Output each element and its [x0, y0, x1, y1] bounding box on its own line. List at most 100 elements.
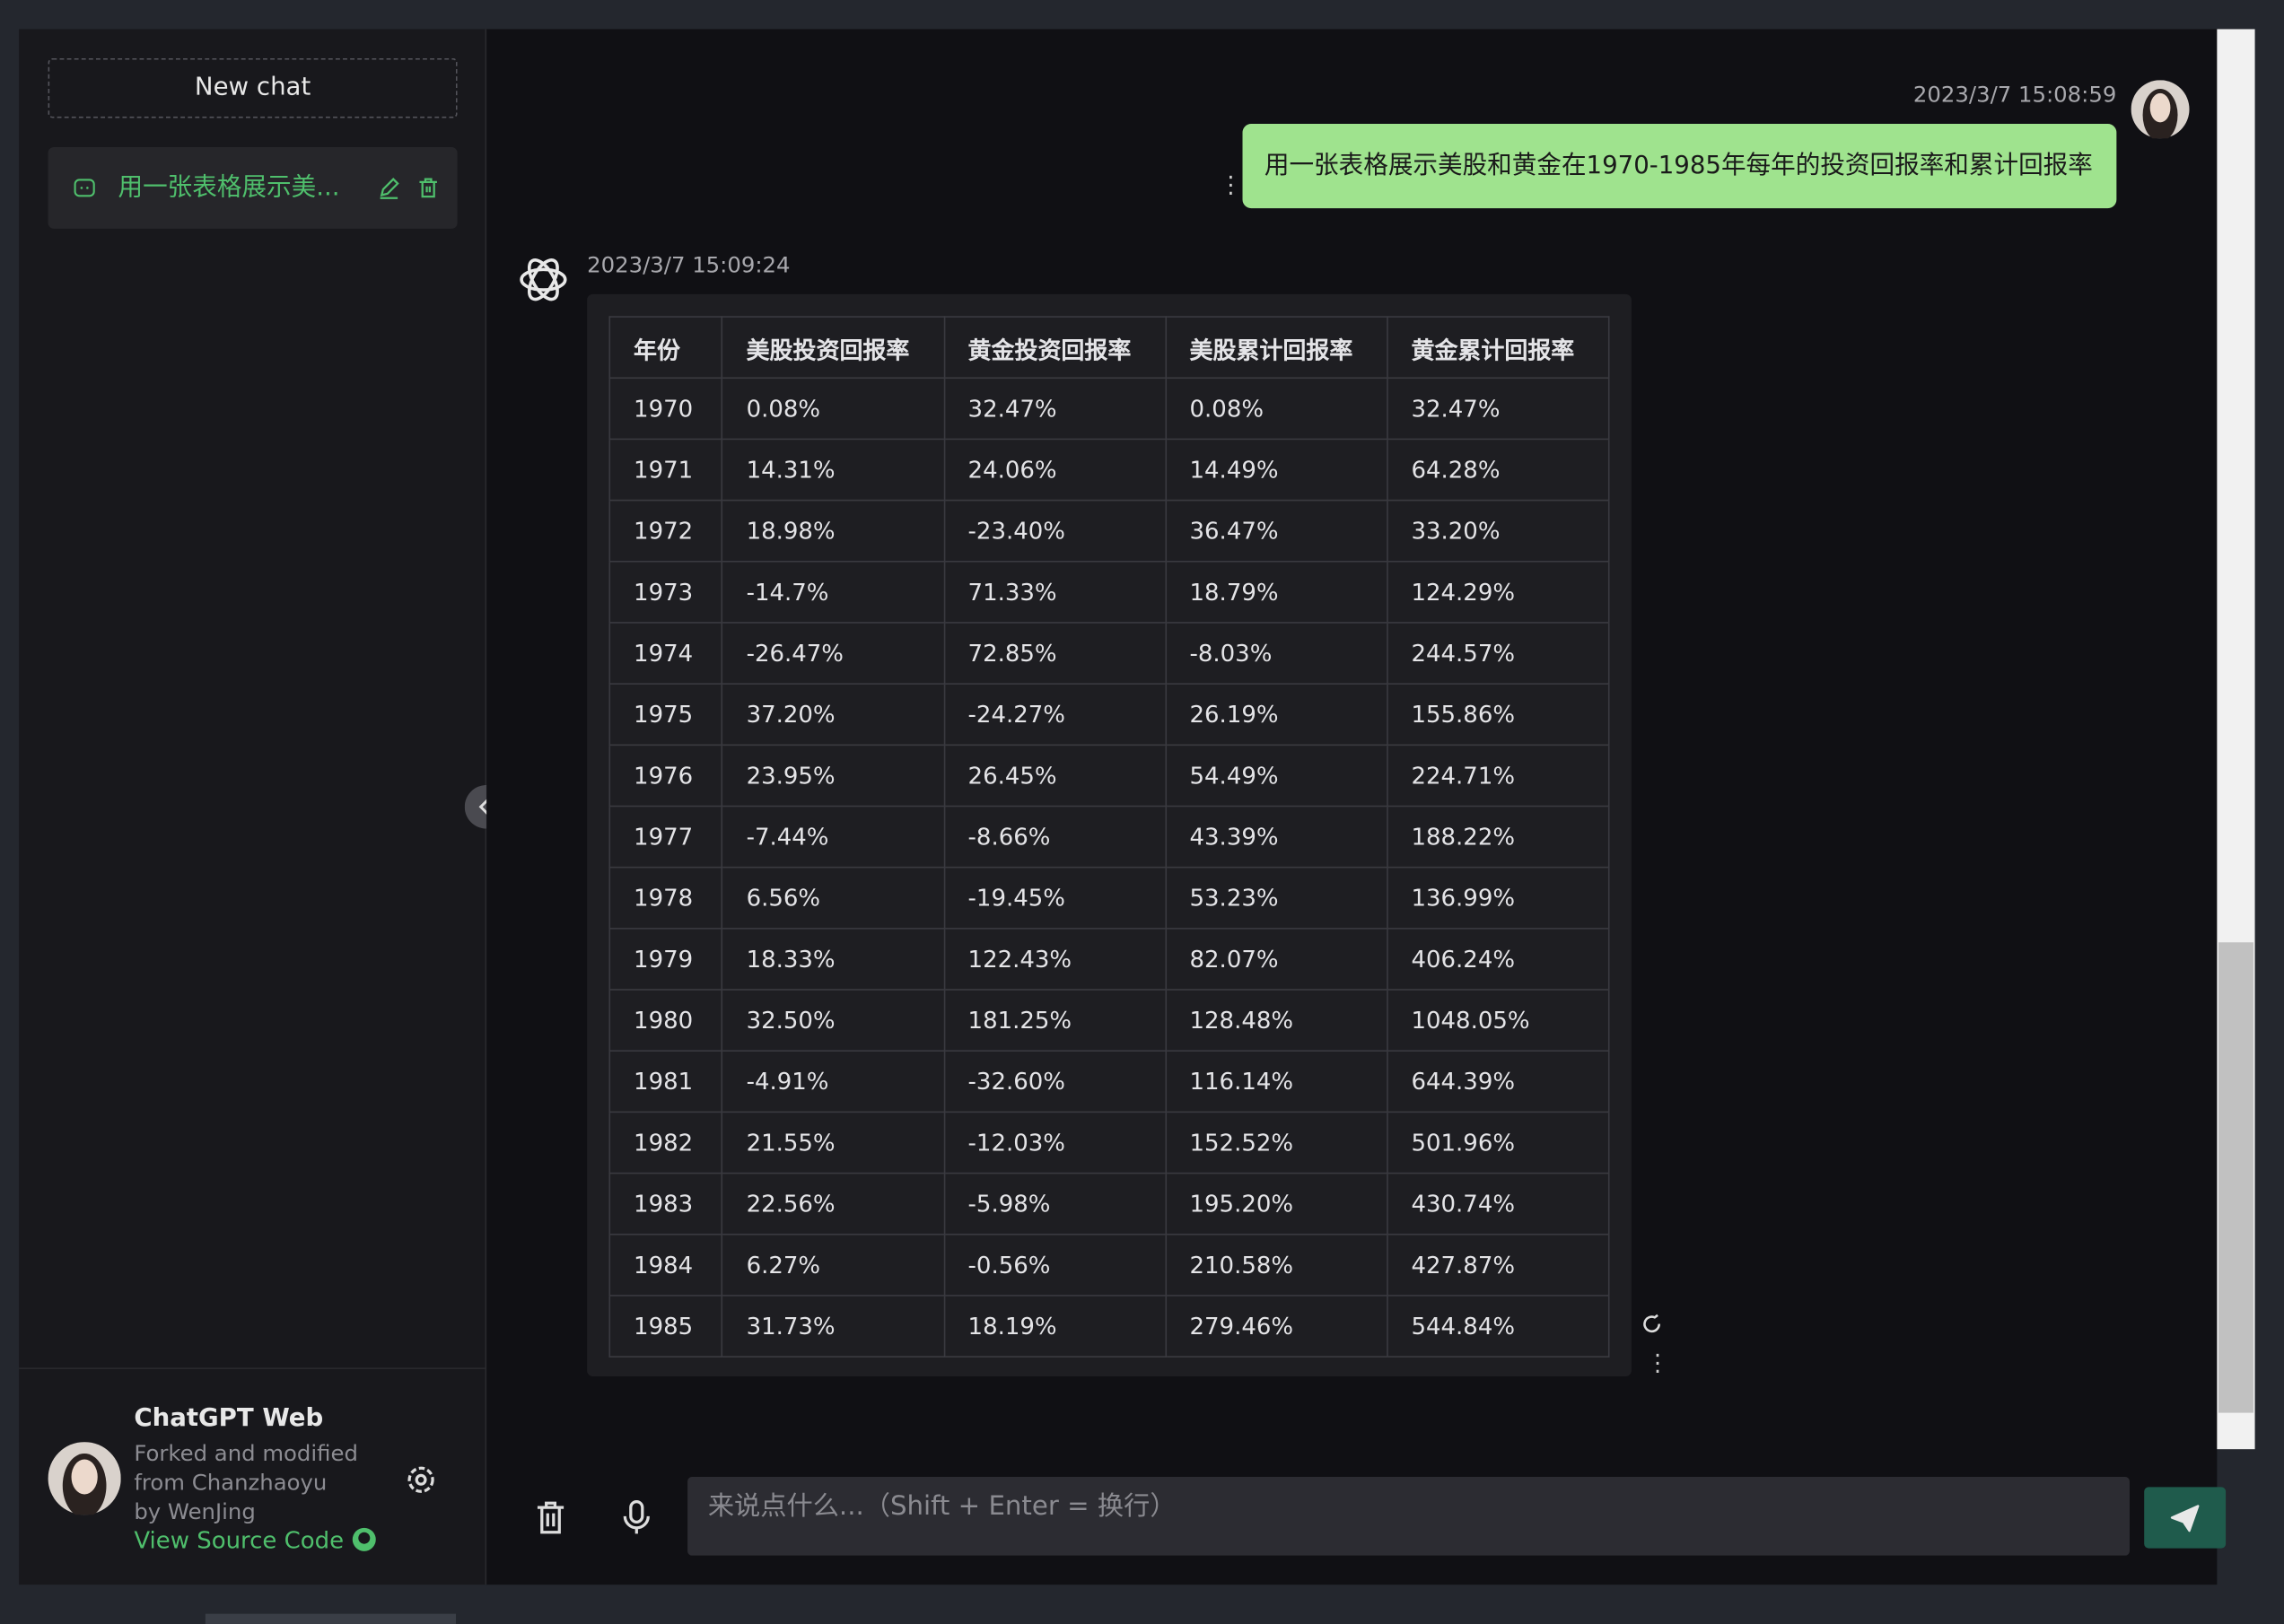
table-cell: 1977	[608, 805, 723, 869]
table-row: 1983 22.56% -5.98% 195.20% 430.74%	[608, 1172, 1610, 1235]
table-cell: -0.56%	[942, 1233, 1167, 1297]
avatar	[48, 1442, 121, 1515]
chat-input[interactable]: 来说点什么...（Shift + Enter = 换行）	[687, 1477, 2130, 1556]
table-cell: 82.07%	[1164, 928, 1388, 991]
table-cell: 152.52%	[1164, 1111, 1388, 1174]
table-cell: 427.87%	[1386, 1233, 1610, 1297]
table-cell: 1978	[608, 866, 723, 930]
description: Forked and modified from Chanzhaoyu by W…	[134, 1439, 358, 1526]
assistant-message: 年份 美股投资回报率 黄金投资回报率 美股累计回报率 黄金累计回报率 1970 0.08% 3…	[587, 293, 1632, 1377]
table-cell: 18.98%	[721, 499, 945, 563]
table-cell: 64.28%	[1386, 438, 1610, 502]
table-cell: 1971	[608, 438, 723, 502]
table-cell: 24.06%	[942, 438, 1167, 502]
table-cell: 54.49%	[1164, 744, 1388, 808]
table-cell: 0.08%	[721, 377, 945, 441]
more-button[interactable]: ⋮	[1646, 1349, 1670, 1377]
user-time: 2023/3/7 15:08:59	[1912, 81, 2117, 109]
table-row: 1985 31.73% 18.19% 279.46% 544.84%	[608, 1295, 1610, 1358]
chat-main: 2023/3/7 15:08:59 用一张表格展示美股和黄金在1970-1985…	[486, 29, 2227, 1585]
table-cell: 1980	[608, 989, 723, 1052]
sidebar-footer: ChatGPT Web Forked and modified from Cha…	[19, 1367, 486, 1585]
table-row: 1973 -14.7% 71.33% 18.79% 124.29%	[608, 560, 1610, 624]
table-cell: 23.95%	[721, 744, 945, 808]
header-row: 年份 美股投资回报率 黄金投资回报率 美股累计回报率 黄金累计回报率	[608, 316, 1610, 380]
table-cell: 279.46%	[1164, 1295, 1388, 1358]
clear-icon[interactable]	[535, 1500, 567, 1535]
header-cell: 黄金投资回报率	[942, 316, 1167, 380]
table-cell: 644.39%	[1386, 1050, 1610, 1113]
table-row: 1977 -7.44% -8.66% 43.39% 188.22%	[608, 805, 1610, 869]
table-cell: 224.71%	[1386, 744, 1610, 808]
table-cell: 72.85%	[942, 622, 1167, 685]
table-cell: -24.27%	[942, 683, 1167, 747]
scroll-thumb[interactable]	[2218, 942, 2253, 1413]
table-cell: 544.84%	[1386, 1295, 1610, 1358]
table-cell: 244.57%	[1386, 622, 1610, 685]
table-cell: -4.91%	[721, 1050, 945, 1113]
table-cell: 14.49%	[1164, 438, 1388, 502]
table-cell: -8.03%	[1164, 622, 1388, 685]
table-cell: 31.73%	[721, 1295, 945, 1358]
table-cell: 116.14%	[1164, 1050, 1388, 1113]
conversation-item[interactable]: 用一张表格展示美...	[48, 146, 458, 229]
send-icon	[2170, 1505, 2200, 1532]
table-cell: 0.08%	[1164, 377, 1388, 441]
table-cell: 37.20%	[721, 683, 945, 747]
table-cell: 1984	[608, 1233, 723, 1297]
table-cell: 1972	[608, 499, 723, 563]
delete-icon[interactable]	[416, 176, 440, 199]
table-cell: 1970	[608, 377, 723, 441]
table-cell: -26.47%	[721, 622, 945, 685]
table-cell: 210.58%	[1164, 1233, 1388, 1297]
table-cell: -23.40%	[942, 499, 1167, 563]
table-cell: 6.56%	[721, 866, 945, 930]
table-cell: 32.47%	[942, 377, 1167, 441]
user-avatar	[2131, 80, 2190, 139]
table-cell: 155.86%	[1386, 683, 1610, 747]
table-cell: 33.20%	[1386, 499, 1610, 563]
table-cell: 1976	[608, 744, 723, 808]
table-cell: 18.19%	[942, 1295, 1167, 1358]
table-cell: 1048.05%	[1386, 989, 1610, 1052]
table-cell: 26.19%	[1164, 683, 1388, 747]
table-cell: -32.60%	[942, 1050, 1167, 1113]
table-row: 1972 18.98% -23.40% 36.47% 33.20%	[608, 499, 1610, 563]
source-link[interactable]: View Source Code	[134, 1526, 377, 1554]
table-cell: 128.48%	[1164, 989, 1388, 1052]
assistant-avatar	[520, 258, 567, 301]
mic-icon[interactable]	[622, 1499, 651, 1535]
table-cell: -14.7%	[721, 560, 945, 624]
table-cell: 26.45%	[942, 744, 1167, 808]
header-cell: 年份	[608, 316, 723, 380]
scrollbar[interactable]	[2217, 29, 2255, 1450]
conversation-title: 用一张表格展示美...	[118, 173, 340, 203]
taskbar-tab	[205, 1613, 457, 1624]
table-row: 1980 32.50% 181.25% 128.48% 1048.05%	[608, 989, 1610, 1052]
returns-table: 年份 美股投资回报率 黄金投资回报率 美股累计回报率 黄金累计回报率 1970 0.08% 3…	[608, 316, 1610, 1358]
new-chat-button[interactable]: New chat	[48, 57, 458, 118]
table-row: 1982 21.55% -12.03% 152.52% 501.96%	[608, 1111, 1610, 1174]
assistant-time: 2023/3/7 15:09:24	[587, 251, 791, 279]
table-cell: 181.25%	[942, 989, 1167, 1052]
table-cell: 1983	[608, 1172, 723, 1235]
table-cell: 1982	[608, 1111, 723, 1174]
description-line: Forked and modified	[134, 1440, 358, 1467]
regenerate-icon[interactable]	[1641, 1313, 1664, 1336]
description-line: from Chanzhaoyu	[134, 1469, 328, 1497]
send-button[interactable]	[2144, 1487, 2227, 1549]
table-cell: 21.55%	[721, 1111, 945, 1174]
table-cell: 188.22%	[1386, 805, 1610, 869]
table-cell: 122.43%	[942, 928, 1167, 991]
table-cell: 1974	[608, 622, 723, 685]
table-cell: 36.47%	[1164, 499, 1388, 563]
table-cell: 14.31%	[721, 438, 945, 502]
settings-icon[interactable]	[405, 1463, 437, 1496]
table-cell: 1975	[608, 683, 723, 747]
description-line: by WenJing	[134, 1498, 256, 1525]
table-cell: -5.98%	[942, 1172, 1167, 1235]
header-cell: 美股累计回报率	[1164, 316, 1388, 380]
more-button[interactable]: ⋮	[1219, 170, 1243, 198]
edit-icon[interactable]	[377, 176, 400, 199]
